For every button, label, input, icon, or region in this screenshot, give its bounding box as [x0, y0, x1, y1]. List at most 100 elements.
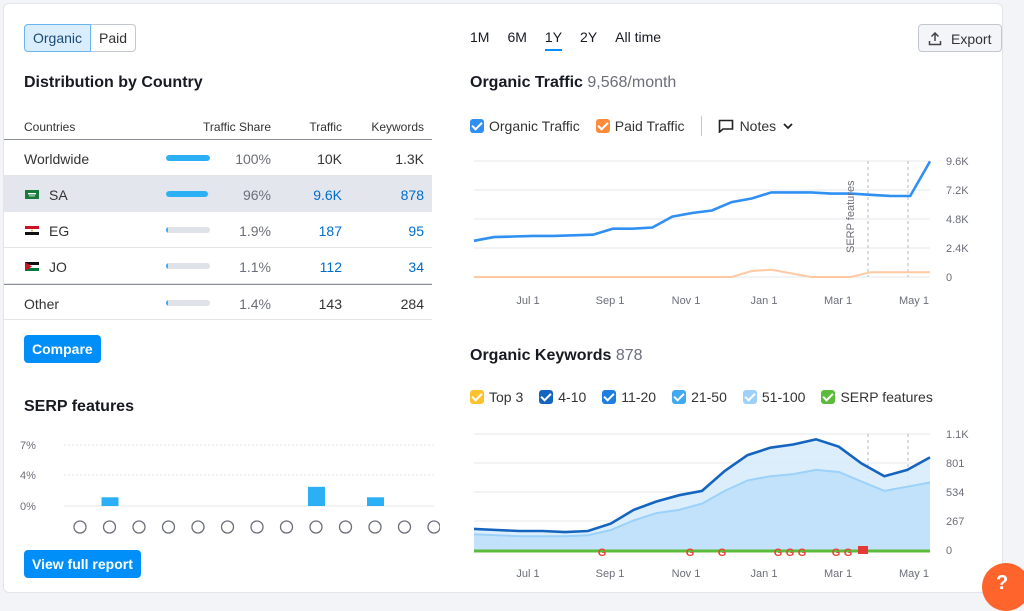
y-tick-label: 4% [20, 470, 36, 482]
flag-marker-icon [858, 546, 868, 554]
image-icon [161, 520, 176, 534]
country-name: EG [49, 223, 70, 239]
checkbox-checked-icon [742, 390, 757, 404]
legend-4-10[interactable]: 4-10 [539, 389, 586, 405]
organic-toggle-button[interactable]: Organic [24, 24, 92, 52]
checkbox-checked-icon [539, 390, 554, 404]
keywords-legend: Top 3 4-10 11-20 21-50 51-100 SERP featu… [470, 389, 949, 405]
checkbox-checked-icon [470, 390, 484, 404]
export-button[interactable]: Export [918, 24, 1002, 52]
keywords-link[interactable]: 878 [400, 187, 424, 203]
period-tab-all-time[interactable]: All time [615, 29, 662, 45]
legend-label: Paid Traffic [614, 118, 685, 134]
country-name: JO [49, 259, 67, 275]
x-tick-label: Jan 1 [751, 295, 778, 307]
compare-button[interactable]: Compare [24, 335, 101, 363]
legend-serp-features[interactable]: SERP features [821, 389, 933, 405]
google-icon: G [844, 547, 853, 559]
country-row-jo[interactable]: JO 1.1% 112 34 [4, 248, 432, 284]
traffic-share: 96% [242, 187, 271, 203]
traffic-link[interactable]: 112 [319, 259, 342, 275]
checkbox-checked-icon [602, 390, 617, 404]
knowledge-panel-icon [368, 520, 382, 534]
country-name: Worldwide [24, 151, 90, 167]
col-traffic-share[interactable]: Traffic Share [202, 120, 271, 134]
keywords-link[interactable]: 34 [408, 259, 424, 275]
notes-dropdown[interactable]: Notes [718, 118, 795, 134]
google-icon: G [798, 547, 807, 559]
checkbox-checked-icon [821, 390, 836, 404]
checkbox-checked-icon [672, 390, 687, 404]
y-tick-label: 534 [946, 487, 964, 499]
legend-label: 51-100 [761, 389, 806, 405]
period-tab-2y[interactable]: 2Y [580, 29, 598, 45]
legend-top-3[interactable]: Top 3 [470, 389, 523, 405]
reviews-icon [132, 520, 146, 534]
jordan-flag-icon [25, 262, 39, 271]
period-tab-6m[interactable]: 6M [507, 29, 527, 45]
image-pack-icon [191, 520, 205, 534]
traffic-link[interactable]: 187 [318, 223, 342, 239]
serp-bar-knowledge-panel [367, 497, 384, 506]
serp-features-title: SERP features [24, 398, 134, 415]
legend-51-100[interactable]: 51-100 [742, 389, 806, 405]
col-countries[interactable]: Countries [24, 120, 76, 134]
legend-organic-traffic[interactable]: Organic Traffic [470, 118, 580, 134]
checkbox-checked-icon [595, 119, 610, 133]
period-tab-1m[interactable]: 1M [470, 29, 490, 45]
paid-toggle-button[interactable]: Paid [91, 24, 137, 52]
period-tab-1y[interactable]: 1Y [544, 29, 563, 51]
traffic-link[interactable]: 9.6K [313, 187, 342, 203]
organic-keywords-label: Organic Keywords [470, 347, 612, 364]
keywords-link[interactable]: 95 [408, 223, 424, 239]
organic-traffic-value: 9,568/month [587, 74, 677, 91]
legend-label: 21-50 [691, 389, 727, 405]
traffic-share: 100% [235, 151, 271, 167]
organic-traffic-label: Organic Traffic [470, 74, 583, 91]
featured-video-icon [250, 520, 264, 534]
checkbox-checked-icon [470, 119, 484, 133]
legend-11-20[interactable]: 11-20 [602, 389, 656, 405]
series-line-1 [474, 268, 930, 278]
keywords-value: 1.3K [395, 151, 424, 167]
country-row-sa[interactable]: SA 96% 9.6K 878 [4, 176, 432, 212]
x-tick-label: Mar 1 [824, 295, 852, 307]
legend-paid-traffic[interactable]: Paid Traffic [595, 118, 685, 134]
help-button[interactable]: ? [982, 563, 1024, 611]
y-tick-label: 267 [946, 516, 964, 528]
google-icon: G [774, 547, 783, 559]
legend-21-50[interactable]: 21-50 [672, 389, 727, 405]
x-tick-label: Nov 1 [672, 568, 701, 580]
share-bar [166, 263, 210, 269]
notes-icon [718, 119, 733, 133]
legend-label: SERP features [840, 389, 933, 405]
y-tick-label: 1.1K [946, 429, 969, 441]
period-tabs: 1M 6M 1Y 2Y All time [470, 29, 679, 51]
share-bar [166, 227, 210, 233]
share-bar [166, 191, 210, 197]
google-icon: G [598, 547, 607, 559]
view-full-report-button[interactable]: View full report [24, 550, 141, 578]
country-row-other: Other 1.4% 143 284 [4, 284, 432, 320]
traffic-value: 143 [318, 296, 342, 312]
country-row-worldwide[interactable]: Worldwide 100% 10K 1.3K [4, 140, 432, 176]
country-row-eg[interactable]: EG 1.9% 187 95 [4, 212, 432, 248]
series-line-1 [473, 468, 931, 538]
serp-features-annotation: SERP features [845, 180, 857, 253]
x-tick-label: Jul 1 [516, 568, 539, 580]
series-line-0 [473, 160, 932, 243]
country-name: Other [24, 296, 60, 312]
traffic-legend: Organic Traffic Paid Traffic Notes [470, 116, 810, 136]
x-tick-label: Jul 1 [516, 295, 539, 307]
col-keywords[interactable]: Keywords [371, 120, 424, 134]
x-tick-label: Jan 1 [751, 568, 778, 580]
egypt-flag-icon [25, 226, 39, 235]
saudi-flag-icon [25, 190, 39, 199]
legend-label: 4-10 [558, 389, 587, 405]
export-label: Export [951, 31, 992, 47]
traffic-share: 1.9% [239, 223, 271, 239]
share-bar [166, 155, 210, 161]
col-traffic[interactable]: Traffic [309, 120, 342, 134]
country-name: SA [49, 187, 68, 203]
series-area-1 [474, 469, 930, 550]
